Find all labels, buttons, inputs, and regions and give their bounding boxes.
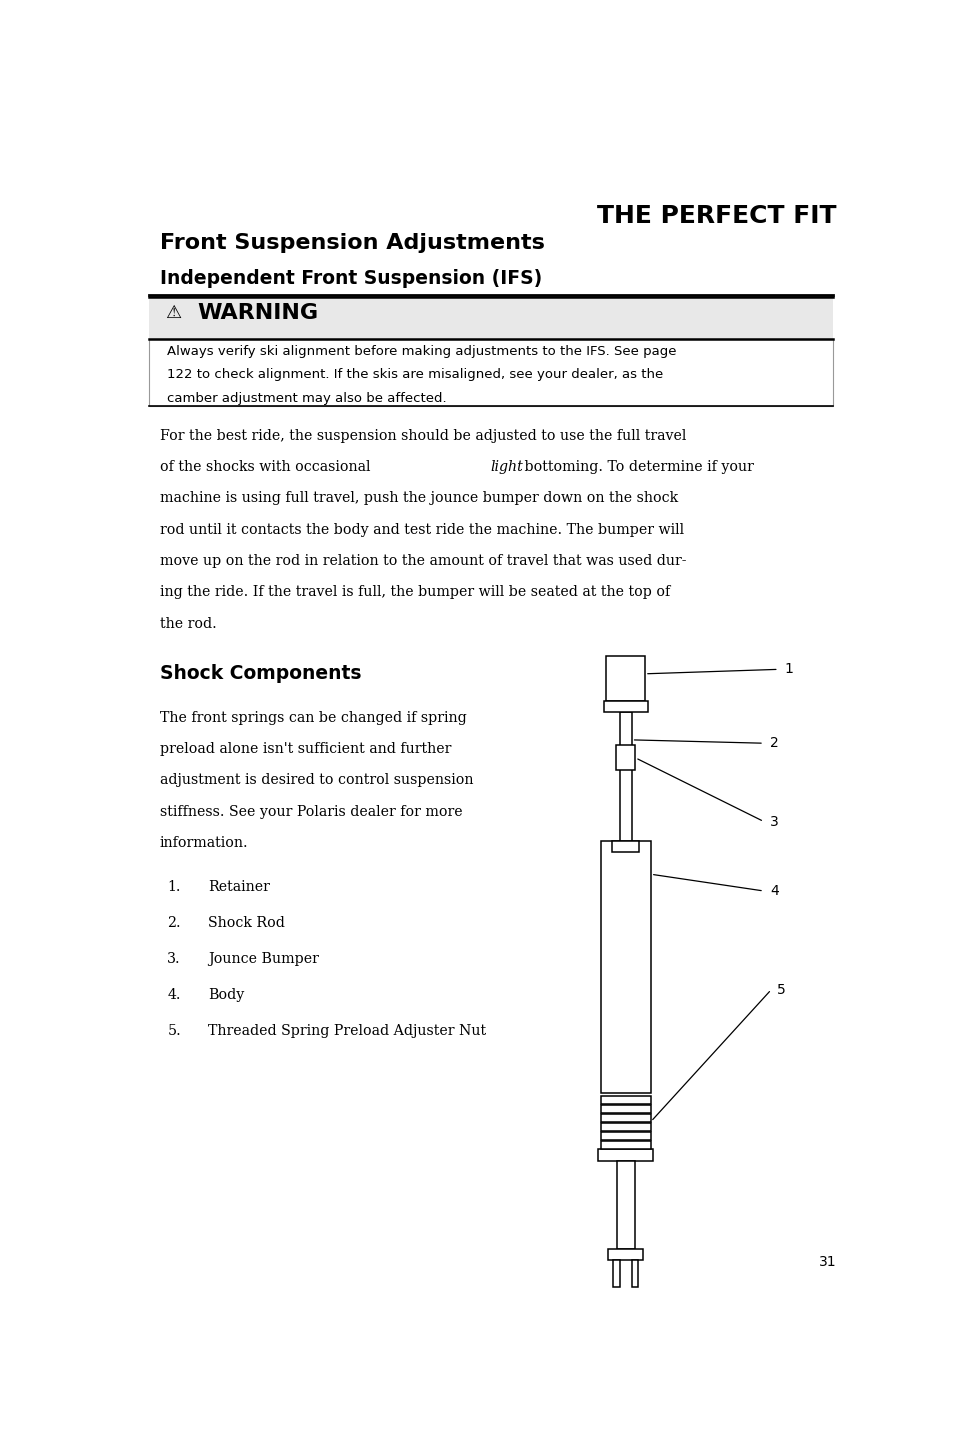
Text: Retainer: Retainer xyxy=(208,880,270,894)
Text: THE PERFECT FIT: THE PERFECT FIT xyxy=(597,204,836,228)
Text: Jounce Bumper: Jounce Bumper xyxy=(208,952,318,965)
Bar xyxy=(600,1105,650,1112)
Bar xyxy=(619,712,631,901)
Bar xyxy=(613,1261,619,1287)
Text: Front Suspension Adjustments: Front Suspension Adjustments xyxy=(160,233,544,253)
Bar xyxy=(600,1096,650,1104)
Text: Body: Body xyxy=(208,989,244,1002)
Text: rod until it contacts the body and test ride the machine. The bumper will: rod until it contacts the body and test … xyxy=(160,522,683,537)
Text: machine is using full travel, push the jounce bumper down on the shock: machine is using full travel, push the j… xyxy=(160,491,678,506)
Bar xyxy=(600,1122,650,1131)
Bar xyxy=(606,656,644,701)
Text: move up on the rod in relation to the amount of travel that was used dur-: move up on the rod in relation to the am… xyxy=(160,554,686,569)
Text: camber adjustment may also be affected.: camber adjustment may also be affected. xyxy=(167,391,446,404)
Bar xyxy=(600,840,650,1092)
Text: preload alone isn't sufficient and further: preload alone isn't sufficient and furth… xyxy=(160,742,451,756)
Text: light: light xyxy=(490,459,522,474)
Text: Threaded Spring Preload Adjuster Nut: Threaded Spring Preload Adjuster Nut xyxy=(208,1024,486,1038)
Text: Independent Front Suspension (IFS): Independent Front Suspension (IFS) xyxy=(160,269,541,288)
Bar xyxy=(631,1261,638,1287)
Text: 3: 3 xyxy=(769,814,778,829)
FancyBboxPatch shape xyxy=(149,297,832,339)
Text: Shock Rod: Shock Rod xyxy=(208,916,285,931)
Text: WARNING: WARNING xyxy=(196,304,317,323)
Text: adjustment is desired to control suspension: adjustment is desired to control suspens… xyxy=(160,774,473,788)
Text: 1.: 1. xyxy=(167,880,181,894)
Text: 2.: 2. xyxy=(167,916,181,931)
Text: stiffness. See your Polaris dealer for more: stiffness. See your Polaris dealer for m… xyxy=(160,806,462,819)
Text: 5: 5 xyxy=(777,983,785,996)
Text: 1: 1 xyxy=(783,663,793,676)
Bar xyxy=(603,701,647,712)
Bar xyxy=(600,1131,650,1140)
Text: 4: 4 xyxy=(769,884,778,899)
Text: Shock Components: Shock Components xyxy=(160,663,361,683)
Text: 122 to check alignment. If the skis are misaligned, see your dealer, as the: 122 to check alignment. If the skis are … xyxy=(167,368,663,381)
Bar xyxy=(617,1160,634,1249)
Bar xyxy=(612,840,639,852)
Text: ing the ride. If the travel is full, the bumper will be seated at the top of: ing the ride. If the travel is full, the… xyxy=(160,586,669,599)
Text: The front springs can be changed if spring: The front springs can be changed if spri… xyxy=(160,711,466,724)
Text: bottoming. To determine if your: bottoming. To determine if your xyxy=(519,459,753,474)
FancyBboxPatch shape xyxy=(149,339,832,406)
Text: 5.: 5. xyxy=(167,1024,181,1038)
Text: the rod.: the rod. xyxy=(160,616,216,631)
Text: For the best ride, the suspension should be adjusted to use the full travel: For the best ride, the suspension should… xyxy=(160,429,685,442)
Text: Always verify ski alignment before making adjustments to the IFS. See page: Always verify ski alignment before makin… xyxy=(167,345,676,358)
Bar xyxy=(598,1149,653,1160)
Bar xyxy=(600,1114,650,1121)
Bar xyxy=(600,1141,650,1149)
Text: 3.: 3. xyxy=(167,952,181,965)
Text: information.: information. xyxy=(160,836,249,851)
Text: 4.: 4. xyxy=(167,989,181,1002)
Text: 31: 31 xyxy=(818,1255,836,1269)
Bar xyxy=(616,746,635,771)
Text: ⚠: ⚠ xyxy=(165,304,181,323)
Text: of the shocks with occasional: of the shocks with occasional xyxy=(160,459,375,474)
Text: 2: 2 xyxy=(769,736,778,750)
Bar xyxy=(607,1249,642,1261)
